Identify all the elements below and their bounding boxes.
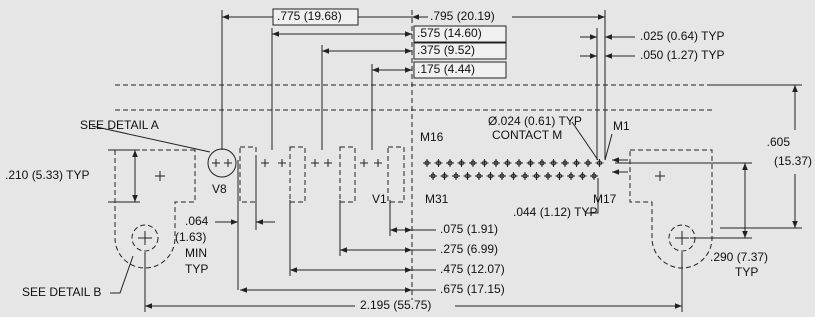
dim-label: TYP <box>185 262 208 276</box>
dim-label: .275 (6.99) <box>440 242 498 256</box>
contact <box>579 172 587 180</box>
dim-label: 2.195 (55.75) <box>360 298 431 312</box>
dim-label: .175 (4.44) <box>417 62 475 76</box>
contact <box>475 172 483 180</box>
leader <box>605 134 612 160</box>
v-contact <box>290 147 305 202</box>
contact <box>538 159 546 167</box>
contact <box>556 172 564 180</box>
contact <box>261 159 269 167</box>
right-ear <box>630 150 712 268</box>
contact <box>492 159 500 167</box>
contact <box>278 159 286 167</box>
contact <box>423 159 431 167</box>
contact <box>515 159 523 167</box>
callout: Ø.024 (0.61) TYP <box>488 114 582 128</box>
contact <box>458 159 466 167</box>
dim-label: .605 <box>767 135 791 149</box>
contact <box>584 159 592 167</box>
dim-label: .675 (17.15) <box>440 282 505 296</box>
callout: SEE DETAIL B <box>22 285 101 299</box>
crosshair <box>655 171 689 245</box>
dim-label: TYP <box>735 265 758 279</box>
dim-label: .075 (1.91) <box>440 222 498 236</box>
dim-label: (15.37) <box>774 154 812 168</box>
contact <box>311 159 319 167</box>
dim-label: .210 (5.33) TYP <box>5 168 90 182</box>
left-ear <box>115 150 195 268</box>
dim-label: .044 (1.12) TYP <box>513 205 598 219</box>
contact <box>429 172 437 180</box>
dim-label: .290 (7.37) <box>710 250 768 264</box>
contact <box>504 159 512 167</box>
pin-label: V1 <box>372 192 387 206</box>
contact <box>596 159 604 167</box>
v-contact <box>240 147 256 202</box>
pin-label: M16 <box>420 130 444 144</box>
pin-label: V8 <box>212 182 227 196</box>
labels: .775 (19.68) .795 (20.19) .575 (14.60) .… <box>5 9 812 312</box>
contact <box>561 159 569 167</box>
dim-label: .775 (19.68) <box>277 9 342 23</box>
callout: SEE DETAIL A <box>80 118 159 132</box>
contact <box>527 159 535 167</box>
contact <box>224 159 232 167</box>
v-contact <box>340 147 355 202</box>
leader <box>110 256 133 293</box>
pin-label: M1 <box>613 119 630 133</box>
dim-label: .375 (9.52) <box>417 43 475 57</box>
contact <box>324 159 332 167</box>
dim-label: .050 (1.27) TYP <box>640 48 725 62</box>
dim-label: .025 (0.64) TYP <box>640 29 725 43</box>
dim-label: .475 (12.07) <box>440 262 505 276</box>
contact <box>464 172 472 180</box>
dim-label: .575 (14.60) <box>417 26 482 40</box>
callout: CONTACT M <box>492 128 562 142</box>
contact <box>590 172 598 180</box>
contact <box>573 159 581 167</box>
contact <box>374 159 382 167</box>
contact <box>481 159 489 167</box>
contact <box>521 172 529 180</box>
contact <box>550 159 558 167</box>
drawing: .775 (19.68) .795 (20.19) .575 (14.60) .… <box>0 0 815 317</box>
pin-label: M31 <box>425 192 449 206</box>
v-contact <box>388 147 404 202</box>
contact <box>469 159 477 167</box>
contact <box>212 159 220 167</box>
contact <box>360 159 368 167</box>
crosshair <box>138 171 165 245</box>
contact <box>510 172 518 180</box>
contact <box>441 172 449 180</box>
contact <box>567 172 575 180</box>
contact <box>498 172 506 180</box>
contact <box>533 172 541 180</box>
contact <box>544 172 552 180</box>
pin-label: M17 <box>593 192 617 206</box>
contact <box>452 172 460 180</box>
dim-label: MIN <box>185 246 207 260</box>
dim-label: (1.63) <box>175 230 206 244</box>
dim-label: .064 <box>185 214 209 228</box>
contact <box>446 159 454 167</box>
contact <box>435 159 443 167</box>
contact <box>487 172 495 180</box>
dim-label: .795 (20.19) <box>430 9 495 23</box>
